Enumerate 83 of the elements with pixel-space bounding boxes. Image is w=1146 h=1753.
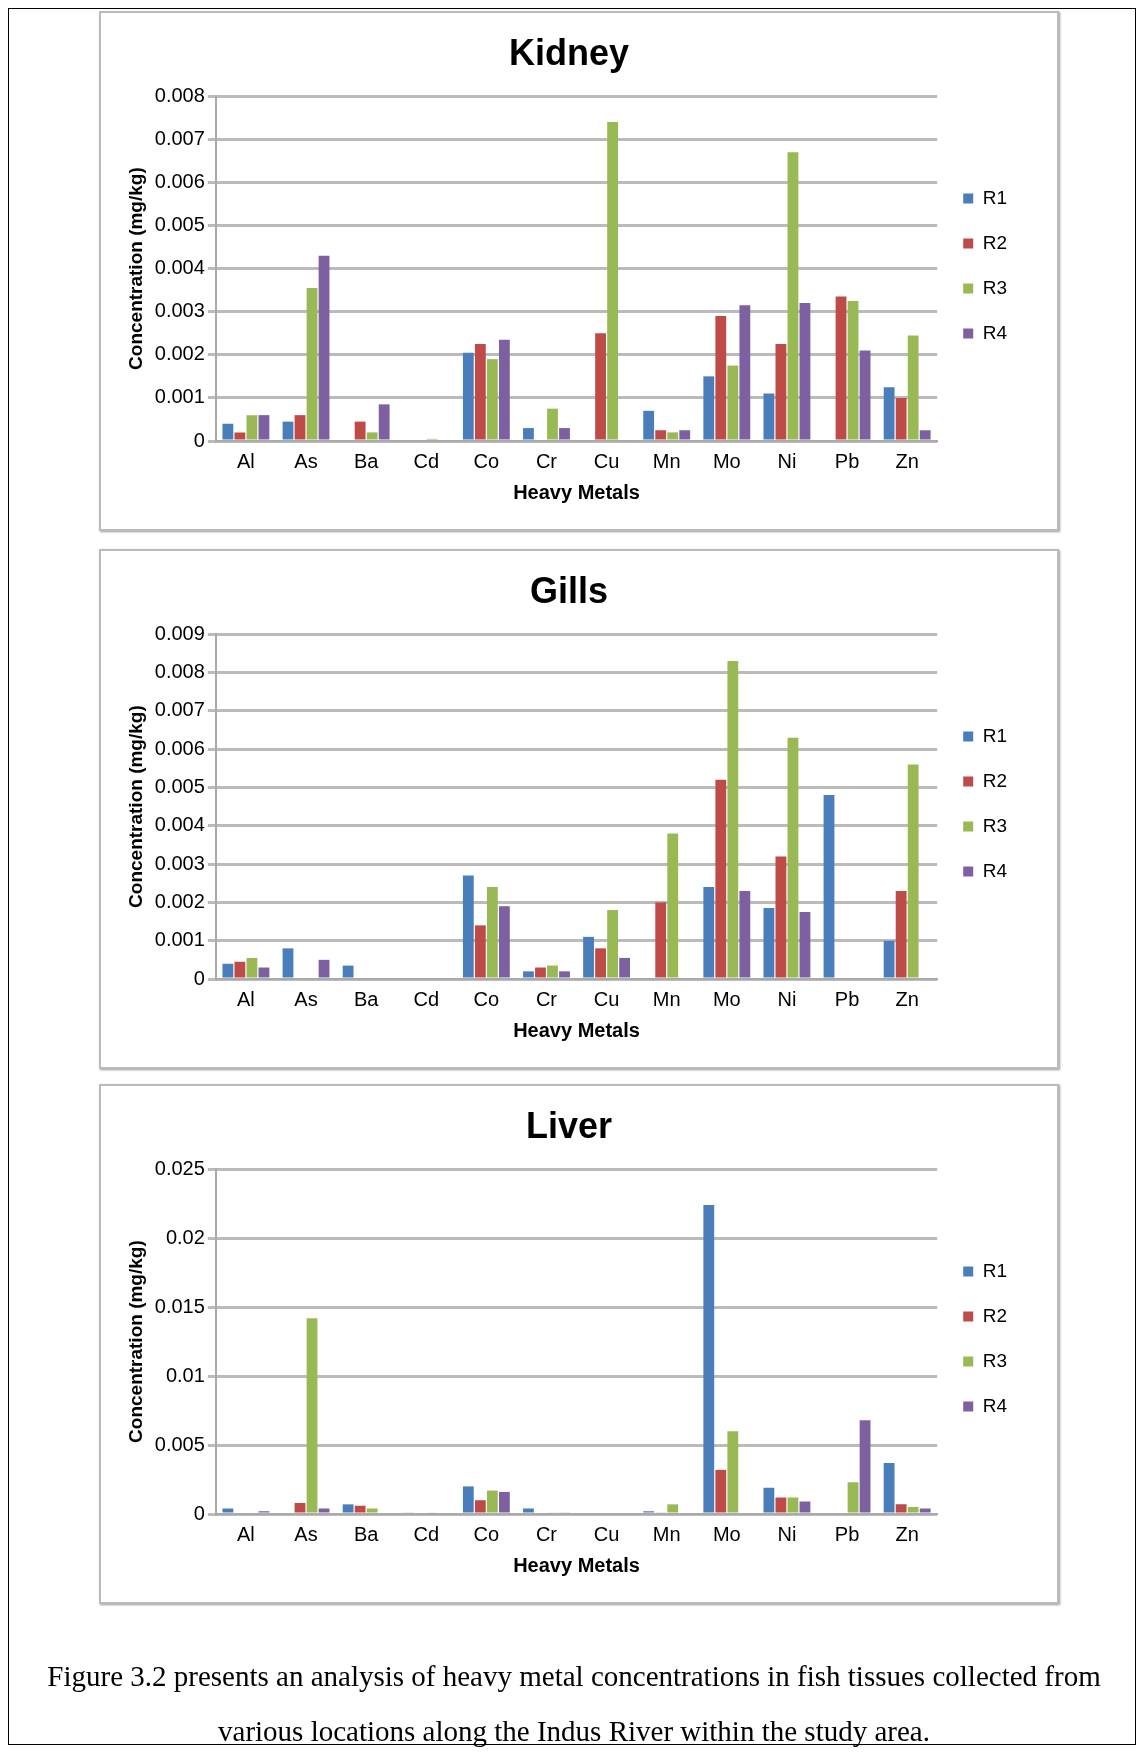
y-tick-label: 0.015 (154, 1294, 205, 1317)
y-tick-label: 0 (193, 428, 205, 451)
x-tick-label: Cu (593, 449, 620, 472)
y-tick-label: 0.008 (154, 83, 205, 106)
x-tick-label: As (294, 449, 318, 472)
legend-label: R3 (982, 276, 1008, 298)
y-tick-label: 0.003 (154, 851, 205, 874)
y-axis-title: Concentration (mg/kg) (124, 167, 146, 370)
chart-title: Kidney (508, 31, 630, 73)
x-tick-label: Cd (413, 1522, 440, 1545)
x-tick-label: Ni (777, 1522, 797, 1545)
legend-label: R3 (982, 1349, 1008, 1371)
x-tick-label: Cu (593, 987, 620, 1010)
x-tick-label: Mn (652, 987, 681, 1010)
y-tick-label: 0.006 (154, 736, 205, 759)
x-tick-label: Zn (895, 449, 919, 472)
y-tick-label: 0.007 (154, 126, 205, 149)
x-axis-title: Heavy Metals (513, 1018, 640, 1041)
y-tick-label: 0.025 (154, 1156, 205, 1179)
x-tick-label: Mo (712, 987, 741, 1010)
x-tick-label: Co (473, 987, 500, 1010)
x-tick-label: Ba (353, 987, 380, 1010)
y-tick-label: 0.001 (154, 385, 205, 408)
y-tick-label: 0 (193, 1501, 205, 1524)
x-tick-label: Mn (652, 449, 681, 472)
x-tick-label: Zn (895, 1522, 919, 1545)
x-tick-label: Pb (834, 449, 860, 472)
y-tick-label: 0.003 (154, 299, 205, 322)
caption: Figure 3.2 presents an analysis of heavy metal concentrations in fish tissues collected from various locations along the Indus River within the study area. (46, 1659, 1102, 1749)
y-tick-label: 0.007 (154, 698, 205, 721)
x-tick-label: As (294, 987, 318, 1010)
x-tick-label: Co (473, 449, 500, 472)
x-tick-label: Ni (777, 987, 797, 1010)
x-tick-label: Mo (712, 1522, 741, 1545)
y-tick-label: 0.001 (154, 928, 205, 951)
y-tick-label: 0.002 (154, 342, 205, 365)
x-axis-title: Heavy Metals (513, 480, 640, 503)
y-tick-label: 0.02 (165, 1225, 205, 1248)
y-tick-label: 0.009 (154, 621, 205, 644)
legend-label: R4 (982, 1394, 1008, 1416)
x-tick-label: Ba (353, 449, 380, 472)
x-tick-label: Cd (413, 449, 440, 472)
y-axis-title: Concentration (mg/kg) (124, 1240, 146, 1443)
x-tick-label: Al (237, 449, 255, 472)
x-tick-label: Cu (593, 1522, 620, 1545)
y-tick-label: 0.01 (165, 1363, 205, 1386)
x-tick-label: Co (473, 1522, 500, 1545)
legend-label: R3 (982, 814, 1008, 836)
y-tick-label: 0.004 (154, 256, 205, 279)
x-tick-label: Al (237, 1522, 255, 1545)
y-tick-label: 0.005 (154, 213, 205, 236)
x-tick-label: Cr (535, 1522, 558, 1545)
legend-label: R1 (982, 186, 1008, 208)
x-axis-title: Heavy Metals (513, 1553, 640, 1576)
x-tick-label: Cr (535, 449, 558, 472)
x-tick-label: Cr (535, 987, 558, 1010)
x-tick-label: Al (237, 987, 255, 1010)
y-tick-label: 0.005 (154, 774, 205, 797)
legend-label: R4 (982, 321, 1008, 343)
chart-title: Liver (525, 1104, 613, 1146)
y-tick-label: 0 (193, 966, 205, 989)
chart-title: Gills (529, 569, 609, 611)
legend-label: R1 (982, 1259, 1008, 1281)
x-tick-label: Mn (652, 1522, 681, 1545)
legend-label: R2 (982, 231, 1008, 253)
x-tick-label: Ni (777, 449, 797, 472)
x-tick-label: Cd (413, 987, 440, 1010)
y-tick-label: 0.008 (154, 660, 205, 683)
legend-label: R1 (982, 724, 1008, 746)
x-tick-label: Ba (353, 1522, 380, 1545)
y-tick-label: 0.005 (154, 1432, 205, 1455)
legend-label: R2 (982, 1304, 1008, 1326)
legend-label: R4 (982, 859, 1008, 881)
y-tick-label: 0.002 (154, 889, 205, 912)
y-axis-title: Concentration (mg/kg) (124, 705, 146, 908)
x-tick-label: Zn (895, 987, 919, 1010)
x-tick-label: Pb (834, 1522, 860, 1545)
x-tick-label: Mo (712, 449, 741, 472)
y-tick-label: 0.006 (154, 169, 205, 192)
x-tick-label: Pb (834, 987, 860, 1010)
x-tick-label: As (294, 1522, 318, 1545)
y-tick-label: 0.004 (154, 813, 205, 836)
legend-label: R2 (982, 769, 1008, 791)
